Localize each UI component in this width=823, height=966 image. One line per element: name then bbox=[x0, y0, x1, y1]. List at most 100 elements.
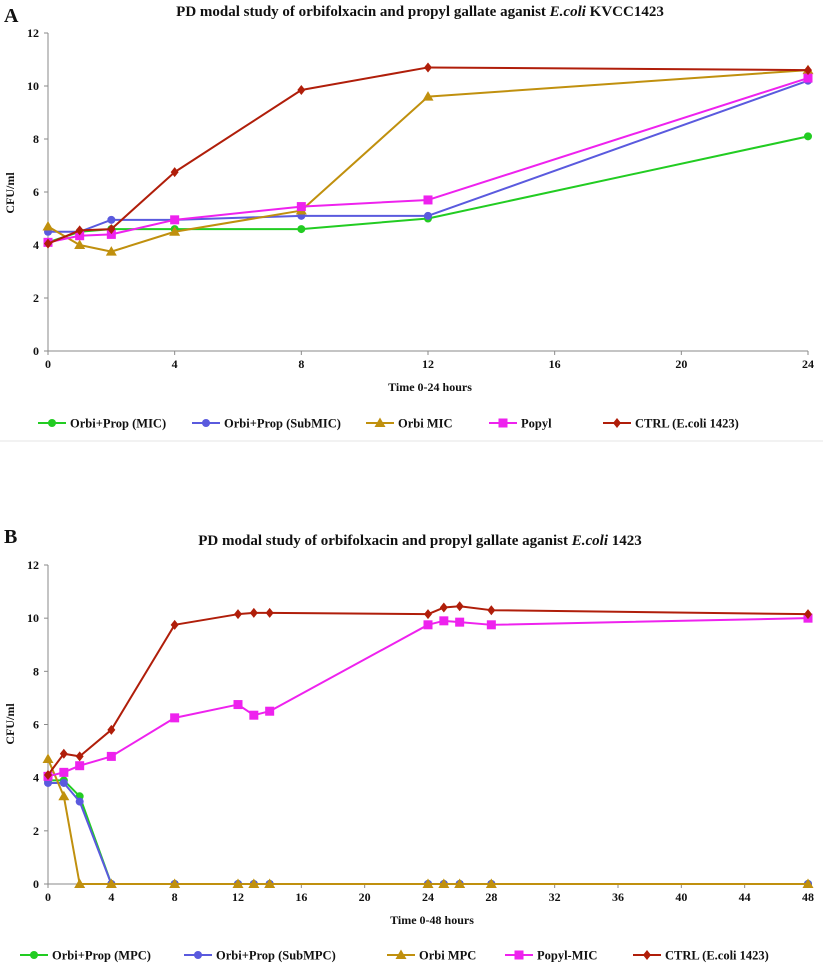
panel-a-data-point bbox=[42, 220, 54, 231]
panel-a-title: PD modal study of orbifolxacin and propy… bbox=[176, 4, 664, 20]
panel-a-data-point bbox=[44, 238, 52, 249]
panel-b-series-popyl-mic bbox=[43, 613, 813, 781]
panel-a-data-point bbox=[107, 224, 116, 235]
panel-b-x-tick-label: 32 bbox=[549, 890, 561, 904]
panel-b-data-point bbox=[802, 878, 814, 888]
panel-a-x-tick-label: 8 bbox=[298, 357, 304, 371]
panel-a-legend-marker bbox=[48, 419, 56, 427]
panel-b-data-point bbox=[233, 700, 243, 710]
panel-b-data-point bbox=[234, 609, 242, 620]
panel-b-data-point bbox=[170, 619, 179, 630]
panel-b-data-point bbox=[423, 620, 433, 630]
panel-a-legend: Orbi+Prop (MIC) Orbi+Prop (SubMIC) Orbi MI… bbox=[38, 417, 739, 431]
panel-b-data-point bbox=[439, 616, 449, 626]
panel-b-y-tick-label: 6 bbox=[33, 718, 39, 732]
panel-a-y-axis-title: CFU/ml bbox=[3, 172, 17, 214]
panel-a-data-point bbox=[422, 91, 434, 101]
panel-b-data-point bbox=[59, 778, 68, 787]
panel-a-x-axis-title: Time 0-24 hours bbox=[388, 380, 472, 394]
panel-b-x-tick-label: 28 bbox=[485, 890, 497, 904]
panel-b-legend-label: Orbi MPC bbox=[419, 949, 476, 963]
panel-b-letter: B bbox=[4, 526, 17, 548]
panel-a-legend-item: Orbi+Prop (SubMIC) bbox=[192, 417, 341, 431]
panel-a-data-point bbox=[106, 229, 116, 239]
panel-b-data-point bbox=[454, 878, 466, 888]
panel-a-data-point bbox=[804, 132, 812, 141]
panel-b-data-point bbox=[422, 878, 434, 888]
panel-b-data-point bbox=[44, 778, 52, 787]
panel-a-data-point bbox=[296, 202, 306, 212]
panel-b-data-point bbox=[59, 767, 69, 777]
panel-b-legend-marker bbox=[194, 951, 202, 959]
panel-b-x-tick-label: 4 bbox=[108, 890, 114, 904]
panel-a-data-point bbox=[74, 239, 86, 249]
panel-a-data-point bbox=[803, 73, 813, 83]
panel-b-data-point bbox=[107, 724, 116, 735]
panel-b-legend-item: Popyl-MIC bbox=[505, 949, 597, 963]
panel-b-data-point bbox=[74, 878, 86, 888]
panel-a-legend-item: CTRL (E.coli 1423) bbox=[603, 417, 739, 431]
panel-b-data-point bbox=[486, 620, 496, 630]
panel-b-data-point bbox=[804, 609, 812, 620]
panel-b-legend-label: CTRL (E.coli 1423) bbox=[665, 949, 769, 963]
panel-b-data-point bbox=[439, 602, 448, 613]
panel-b-data-point bbox=[455, 617, 465, 627]
panel-a-y-tick-label: 6 bbox=[33, 185, 39, 199]
panel-a-legend-item: Popyl bbox=[489, 417, 552, 431]
panel-b-y-tick-label: 10 bbox=[27, 611, 39, 625]
panel-b-x-axis-title: Time 0-48 hours bbox=[390, 913, 474, 927]
panel-b-x-tick-label: 24 bbox=[422, 890, 434, 904]
panel-a-x-tick-label: 16 bbox=[549, 357, 561, 371]
panel-b-data-point bbox=[169, 878, 181, 888]
panel-a-data-point bbox=[170, 215, 180, 225]
panel-b-legend-marker bbox=[395, 949, 407, 959]
panel-b-legend: Orbi+Prop (MPC) Orbi+Prop (SubMPC) Orbi MP… bbox=[20, 949, 769, 963]
panel-b-data-point bbox=[265, 706, 275, 716]
panel-a-y-tick-label: 0 bbox=[33, 344, 39, 358]
panel-a-legend-label: CTRL (E.coli 1423) bbox=[635, 417, 739, 431]
panel-a-legend-label: Orbi+Prop (MIC) bbox=[70, 417, 166, 431]
panel-b-legend-item: Orbi+Prop (SubMPC) bbox=[184, 949, 336, 963]
panel-a-x-tick-label: 20 bbox=[675, 357, 687, 371]
panel-b-data-point bbox=[249, 710, 259, 720]
panel-a-y-tick-label: 10 bbox=[27, 79, 39, 93]
panel-a-legend-item: Orbi+Prop (MIC) bbox=[38, 417, 166, 431]
panel-a-legend-label: Orbi+Prop (SubMIC) bbox=[224, 417, 341, 431]
panel-a-legend-marker bbox=[374, 417, 386, 427]
panel-a-legend-label: Orbi MIC bbox=[398, 417, 453, 431]
panel-b-legend-label: Orbi+Prop (SubMPC) bbox=[216, 949, 336, 963]
panel-a-data-point bbox=[423, 195, 433, 205]
panel-b-y-tick-label: 8 bbox=[33, 664, 39, 678]
panel-a-data-point bbox=[170, 167, 179, 178]
panel-b-legend-marker bbox=[643, 950, 651, 960]
panel-b-legend-marker bbox=[514, 950, 524, 960]
panel-a-x-tick-label: 24 bbox=[802, 357, 814, 371]
panel-b-data-point bbox=[75, 797, 84, 806]
panel-a-x-tick-label: 4 bbox=[172, 357, 178, 371]
panel-a-data-point bbox=[75, 225, 84, 236]
panel-b-data-point bbox=[424, 609, 432, 620]
panel-b-data-point bbox=[44, 770, 52, 781]
panel-a-x-tick-label: 0 bbox=[45, 357, 51, 371]
panel-a-legend-label: Popyl bbox=[521, 417, 552, 431]
panel-a-y-tick-label: 8 bbox=[33, 132, 39, 146]
panel-b-data-point bbox=[264, 878, 276, 888]
panel-b-data-point bbox=[438, 878, 450, 888]
panel-a-data-point bbox=[804, 65, 812, 76]
panel-b-x-tick-label: 48 bbox=[802, 890, 814, 904]
panel-a-data-point bbox=[107, 215, 116, 224]
panel-b-x-tick-label: 0 bbox=[45, 890, 51, 904]
panel-b-x-tick-label: 8 bbox=[172, 890, 178, 904]
panel-b-legend-item: CTRL (E.coli 1423) bbox=[633, 949, 769, 963]
panel-a-y-tick-label: 12 bbox=[27, 26, 39, 40]
panel-a-data-point bbox=[169, 226, 181, 236]
panel-b-y-axis-title: CFU/ml bbox=[3, 703, 17, 745]
panel-b-legend-item: Orbi MPC bbox=[387, 949, 476, 963]
panel-b-legend-label: Orbi+Prop (MPC) bbox=[52, 949, 151, 963]
panel-b-data-point bbox=[42, 753, 54, 764]
panel-b-data-point bbox=[232, 878, 244, 888]
